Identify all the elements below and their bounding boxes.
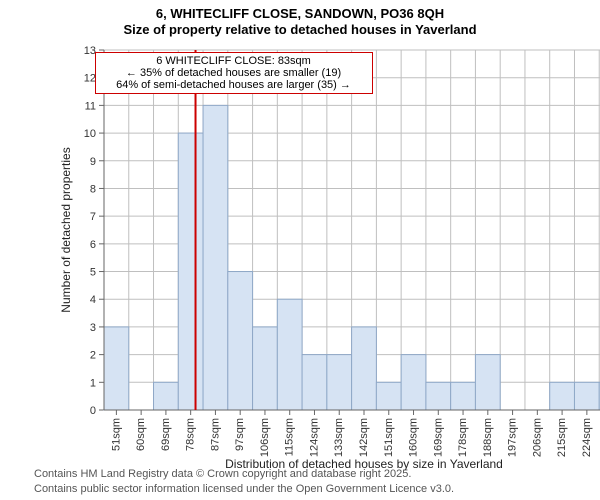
x-tick-label: 188sqm: [482, 418, 494, 457]
x-tick-label: 69sqm: [160, 418, 172, 451]
plot-area: 01234567891011121351sqm60sqm69sqm78sqm87…: [58, 46, 578, 406]
y-tick-label: 1: [90, 377, 96, 389]
histogram-bar: [178, 133, 203, 410]
y-tick-label: 8: [90, 183, 96, 195]
annotation-line2: ← 35% of detached houses are smaller (19…: [102, 67, 366, 79]
y-tick-label: 0: [90, 405, 96, 417]
x-tick-label: 60sqm: [135, 418, 147, 451]
histogram-bar: [376, 382, 401, 410]
annotation-box: 6 WHITECLIFF CLOSE: 83sqm ← 35% of detac…: [95, 52, 373, 94]
footer-line1: Contains HM Land Registry data © Crown c…: [34, 467, 454, 481]
x-tick-label: 142sqm: [358, 418, 370, 457]
footer-line2: Contains public sector information licen…: [34, 482, 454, 496]
histogram-bar: [352, 327, 377, 410]
histogram-bar: [327, 355, 352, 410]
y-axis-label: Number of detached properties: [59, 147, 73, 312]
histogram-bar: [475, 355, 500, 410]
y-tick-label: 6: [90, 239, 96, 251]
x-tick-label: 133sqm: [333, 418, 345, 457]
histogram-bar: [426, 382, 451, 410]
x-tick-label: 51sqm: [110, 418, 122, 451]
y-tick-label: 4: [90, 294, 96, 306]
histogram-bar: [154, 382, 179, 410]
histogram-bar: [277, 299, 302, 410]
x-tick-label: 151sqm: [383, 418, 395, 457]
x-tick-label: 106sqm: [259, 418, 271, 457]
x-tick-label: 169sqm: [432, 418, 444, 457]
x-tick-label: 97sqm: [234, 418, 246, 451]
x-tick-label: 206sqm: [531, 418, 543, 457]
histogram-bar: [550, 382, 575, 410]
histogram-bar: [253, 327, 278, 410]
histogram-bar: [451, 382, 476, 410]
y-tick-label: 7: [90, 211, 96, 223]
histogram-svg: 01234567891011121351sqm60sqm69sqm78sqm87…: [58, 46, 600, 476]
x-tick-label: 178sqm: [457, 418, 469, 457]
chart-title: 6, WHITECLIFF CLOSE, SANDOWN, PO36 8QH S…: [0, 0, 600, 39]
histogram-bar: [203, 105, 228, 410]
histogram-bar: [228, 272, 253, 410]
footer-credits: Contains HM Land Registry data © Crown c…: [34, 467, 454, 496]
x-tick-label: 124sqm: [308, 418, 320, 457]
title-line2: Size of property relative to detached ho…: [0, 22, 600, 38]
x-tick-label: 197sqm: [507, 418, 519, 457]
title-line1: 6, WHITECLIFF CLOSE, SANDOWN, PO36 8QH: [0, 6, 600, 22]
annotation-line3: 64% of semi-detached houses are larger (…: [102, 79, 366, 91]
y-tick-label: 5: [90, 267, 96, 279]
x-tick-label: 78sqm: [185, 418, 197, 451]
x-tick-label: 160sqm: [408, 418, 420, 457]
x-tick-label: 115sqm: [284, 418, 296, 456]
histogram-bar: [104, 327, 129, 410]
x-tick-label: 215sqm: [556, 418, 568, 457]
y-tick-label: 11: [85, 100, 96, 112]
x-tick-label: 87sqm: [209, 418, 221, 451]
histogram-bar: [401, 355, 426, 410]
y-tick-label: 2: [90, 350, 96, 362]
histogram-bar: [302, 355, 327, 410]
x-tick-label: 224sqm: [581, 418, 593, 457]
y-tick-label: 3: [90, 322, 96, 334]
y-tick-label: 9: [90, 156, 96, 168]
annotation-line1: 6 WHITECLIFF CLOSE: 83sqm: [102, 55, 366, 67]
y-tick-label: 10: [84, 128, 96, 140]
histogram-bar: [574, 382, 599, 410]
